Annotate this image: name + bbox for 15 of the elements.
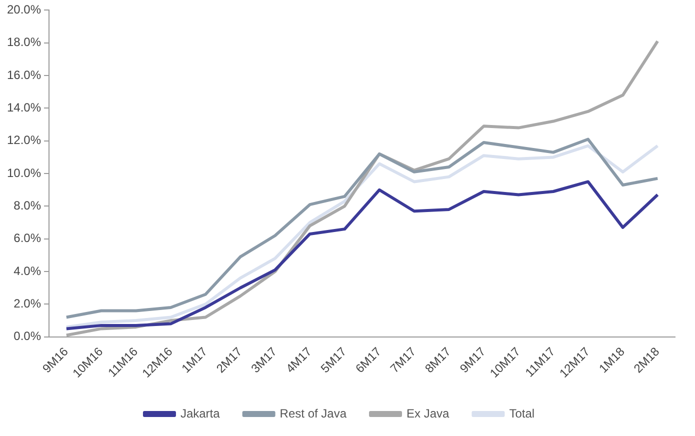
legend-label: Rest of Java: [280, 406, 347, 420]
y-tick-label: 12.0%: [6, 133, 42, 148]
y-tick-label: 20.0%: [6, 2, 42, 17]
y-tick-label: 8.0%: [14, 198, 42, 213]
y-tick-label: 0.0%: [14, 329, 42, 344]
legend-label: Jakarta: [180, 406, 220, 420]
legend-label: Ex Java: [406, 406, 450, 420]
y-tick-label: 14.0%: [6, 100, 42, 115]
y-tick-label: 18.0%: [6, 35, 42, 50]
y-tick-label: 10.0%: [6, 166, 42, 180]
y-tick-label: 16.0%: [6, 68, 42, 82]
y-tick-label: 4.0%: [14, 264, 42, 278]
y-tick-label: 2.0%: [14, 296, 42, 311]
y-tick-label: 6.0%: [14, 231, 42, 246]
legend-label: Total: [509, 406, 535, 420]
